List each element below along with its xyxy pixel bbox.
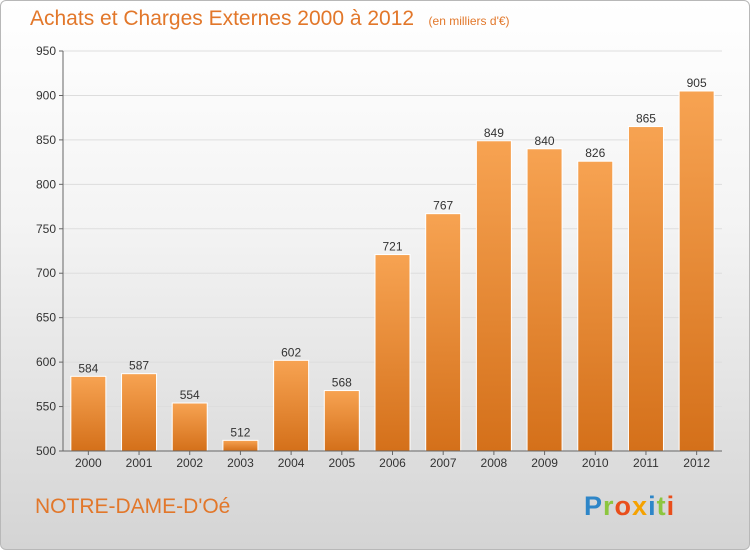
- logo-letter: r: [603, 491, 615, 521]
- x-tick-label: 2006: [379, 456, 406, 470]
- bar: [273, 359, 310, 452]
- logo-letter: P: [584, 491, 604, 521]
- x-tick-label: 2003: [227, 456, 254, 470]
- x-tick-label: 2011: [633, 456, 659, 470]
- bar: [374, 254, 411, 452]
- logo-letter: x: [632, 491, 649, 521]
- logo-letter: i: [648, 491, 657, 521]
- bar: [171, 402, 208, 452]
- x-tick-label: 2001: [126, 456, 153, 470]
- bar: [425, 213, 462, 452]
- proxiti-logo: Proxiti: [584, 491, 675, 522]
- bar-value-label: 568: [332, 376, 352, 390]
- y-tick-label: 750: [36, 222, 56, 236]
- logo-letter: o: [614, 491, 633, 521]
- bar: [577, 160, 614, 452]
- bar: [323, 390, 360, 452]
- x-tick-label: 2012: [683, 456, 710, 470]
- title-row: Achats et Charges Externes 2000 à 2012 (…: [30, 7, 510, 31]
- bar-value-label: 767: [433, 199, 453, 213]
- bar-value-label: 584: [78, 361, 98, 375]
- bar: [678, 90, 715, 452]
- chart-title: Achats et Charges Externes 2000 à 2012: [30, 7, 415, 30]
- x-tick-label: 2005: [328, 456, 355, 470]
- y-tick-label: 800: [36, 177, 56, 191]
- x-tick-label: 2008: [481, 456, 508, 470]
- bar-value-label: 865: [636, 112, 656, 126]
- bar-value-label: 512: [230, 425, 250, 439]
- bar: [70, 375, 107, 452]
- bar: [222, 439, 259, 452]
- logo-letter: i: [666, 491, 676, 521]
- x-tick-label: 2004: [278, 456, 305, 470]
- y-tick-label: 850: [36, 133, 56, 147]
- y-tick-label: 500: [36, 444, 56, 458]
- bar: [121, 373, 158, 452]
- bar-value-label: 905: [687, 76, 707, 90]
- y-tick-label: 600: [36, 355, 56, 369]
- bar: [526, 148, 563, 452]
- y-tick-label: 550: [36, 400, 56, 414]
- bar-value-label: 849: [484, 126, 504, 140]
- x-tick-label: 2000: [75, 456, 102, 470]
- bars: 584 587 554 512 602 568 721 767 849 840 826 865 905: [70, 76, 715, 452]
- bar: [627, 126, 664, 452]
- chart-subtitle: (en milliers d'€): [428, 14, 510, 28]
- bar-value-label: 840: [535, 134, 555, 148]
- y-tick-label: 950: [36, 44, 56, 58]
- axes: 500 550 600 650 700 750 800 850 900 950 2000 2001 20…: [36, 44, 722, 470]
- y-tick-label: 700: [36, 266, 56, 280]
- y-tick-label: 650: [36, 311, 56, 325]
- bar-value-label: 554: [180, 388, 200, 402]
- bar-value-label: 826: [585, 146, 605, 160]
- bar-value-label: 721: [382, 240, 402, 254]
- commune-name: NOTRE-DAME-D'Oé: [35, 495, 231, 518]
- y-tick-label: 900: [36, 88, 56, 102]
- logo-letter: t: [656, 491, 667, 521]
- bar: [475, 140, 512, 452]
- x-tick-label: 2002: [176, 456, 203, 470]
- x-tick-label: 2009: [531, 456, 558, 470]
- x-tick-label: 2010: [582, 456, 609, 470]
- bar-value-label: 587: [129, 359, 149, 373]
- x-tick-label: 2007: [430, 456, 457, 470]
- bar-value-label: 602: [281, 345, 301, 359]
